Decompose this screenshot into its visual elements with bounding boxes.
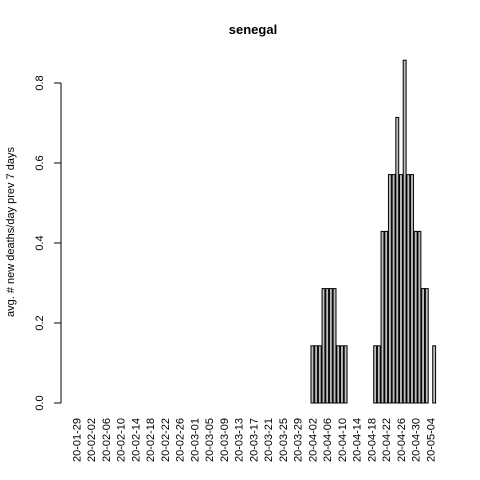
x-tick-label: 20-03-05 <box>204 418 216 462</box>
x-tick-label: 20-02-22 <box>160 418 172 462</box>
bar <box>341 346 344 403</box>
bar <box>433 346 436 403</box>
y-tick-label: 0.0 <box>34 395 46 410</box>
bar <box>400 175 403 403</box>
x-tick-label: 20-04-02 <box>307 418 319 462</box>
x-tick-label: 20-03-01 <box>189 418 201 462</box>
bar <box>381 231 384 403</box>
bar <box>333 289 336 403</box>
bar <box>418 231 421 403</box>
bar <box>311 346 314 403</box>
x-tick-label: 20-04-06 <box>322 418 334 462</box>
bar <box>374 346 377 403</box>
x-tick-label: 20-03-13 <box>234 418 246 462</box>
bar <box>329 289 332 403</box>
y-tick-label: 0.2 <box>34 315 46 330</box>
x-tick-label: 20-03-21 <box>263 418 275 462</box>
bar <box>414 231 417 403</box>
bars-group <box>311 60 436 403</box>
bar <box>344 346 347 403</box>
bar <box>385 231 388 403</box>
x-tick-label: 20-05-04 <box>425 418 437 462</box>
y-tick-label: 0.6 <box>34 155 46 170</box>
x-tick-label: 20-03-17 <box>248 418 260 462</box>
y-tick-label: 0.4 <box>34 235 46 250</box>
bar <box>403 60 406 403</box>
y-tick-label: 0.8 <box>34 75 46 90</box>
x-tick-label: 20-03-29 <box>293 418 305 462</box>
x-axis: 20-01-29 20-02-02 20-02-06 20-02-10 20-02-14… <box>71 418 437 462</box>
bar <box>422 289 425 403</box>
x-tick-label: 20-04-18 <box>366 418 378 462</box>
x-tick-label: 20-03-09 <box>219 418 231 462</box>
y-axis: 0.0 0.2 0.4 0.6 0.8 <box>34 75 61 410</box>
y-axis-title: avg. # new deaths/day prev 7 days <box>5 147 17 317</box>
x-tick-label: 20-02-14 <box>130 418 142 462</box>
x-tick-label: 20-04-14 <box>352 418 364 462</box>
x-tick-label: 20-04-10 <box>337 418 349 462</box>
bar <box>407 175 410 403</box>
bar <box>425 289 428 403</box>
x-tick-label: 20-03-25 <box>278 418 290 462</box>
bar <box>318 346 321 403</box>
bar <box>388 175 391 403</box>
x-tick-label: 20-02-06 <box>101 418 113 462</box>
x-tick-label: 20-04-26 <box>396 418 408 462</box>
bar <box>322 289 325 403</box>
x-tick-label: 20-02-02 <box>86 418 98 462</box>
bar <box>377 346 380 403</box>
bar <box>315 346 318 403</box>
bar <box>411 175 414 403</box>
x-tick-label: 20-02-26 <box>175 418 187 462</box>
bar <box>326 289 329 403</box>
x-tick-label: 20-02-10 <box>116 418 128 462</box>
bar <box>337 346 340 403</box>
x-tick-label: 20-04-30 <box>411 418 423 462</box>
x-tick-label: 20-01-29 <box>71 418 83 462</box>
bar <box>392 175 395 403</box>
x-tick-label: 20-02-18 <box>145 418 157 462</box>
chart-title: senegal <box>229 22 277 37</box>
x-tick-label: 20-04-22 <box>381 418 393 462</box>
bar <box>396 117 399 403</box>
